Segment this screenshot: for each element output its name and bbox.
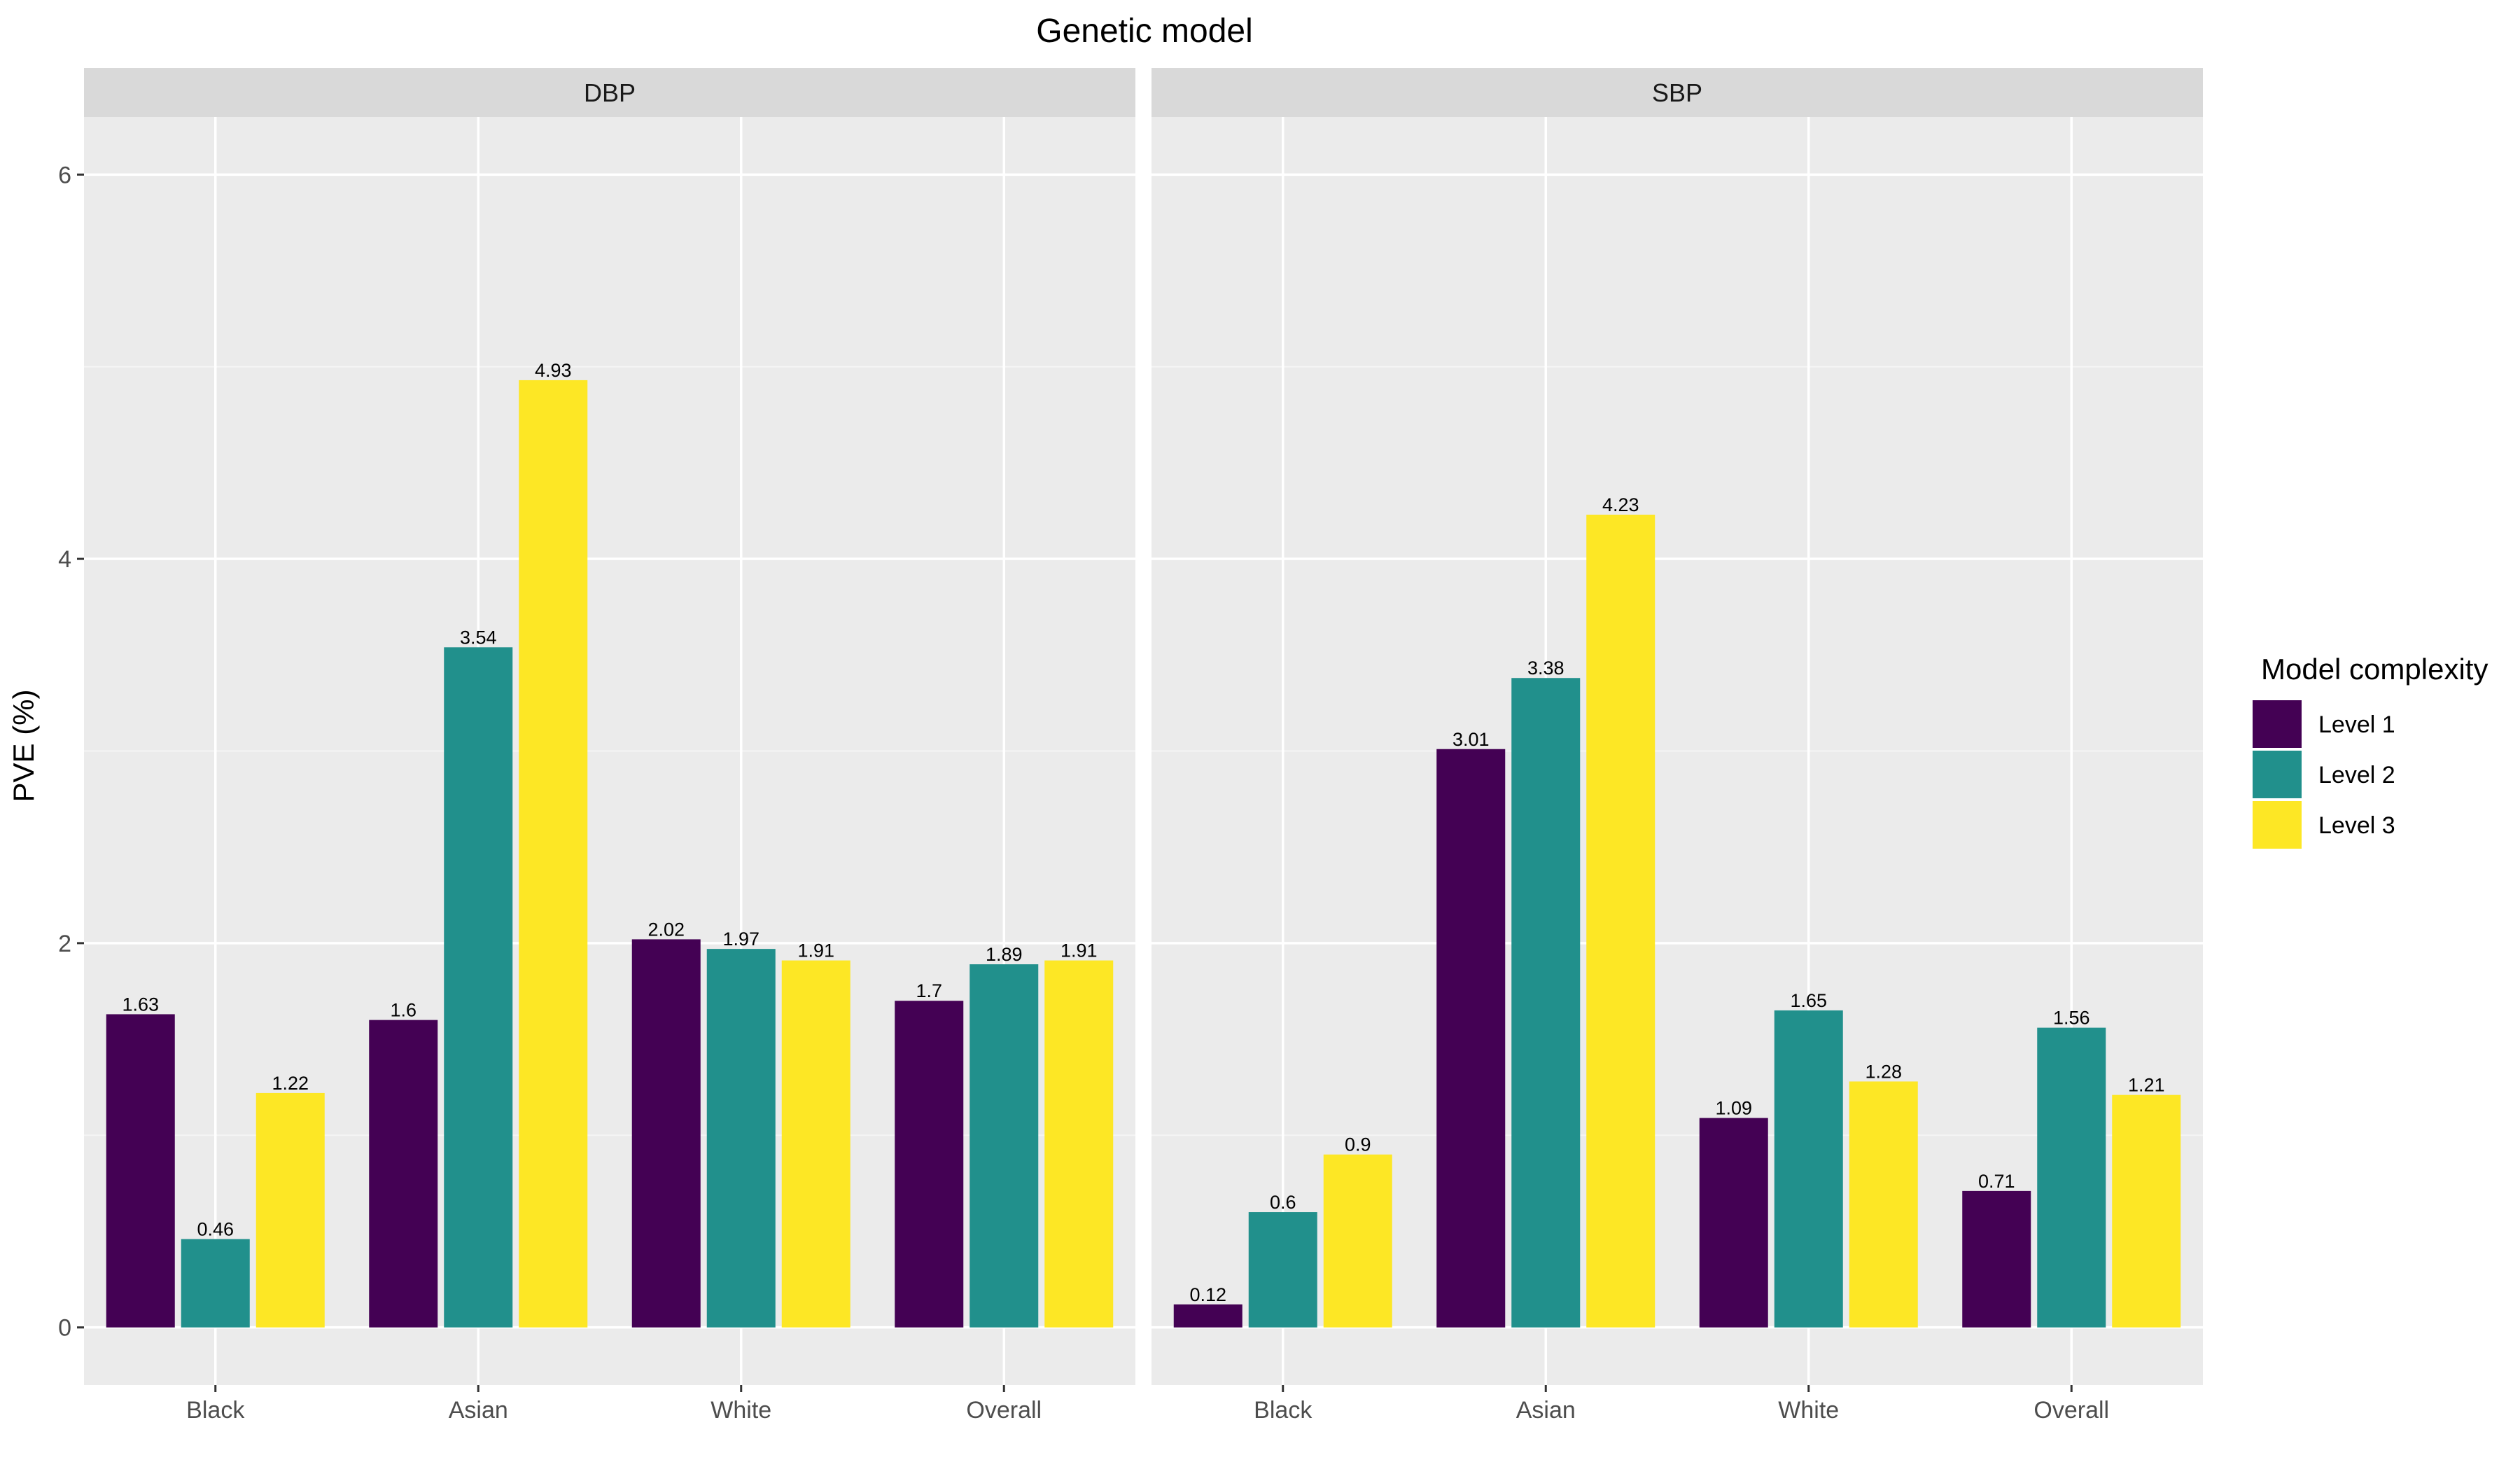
facet-strip (1152, 68, 2203, 117)
data-label: 0.6 (1270, 1192, 1296, 1213)
bar-sbp-asian-level1 (1436, 749, 1506, 1328)
data-label: 0.46 (197, 1218, 234, 1239)
bar-sbp-overall-level3 (2112, 1094, 2181, 1328)
facet-strip-label: SBP (1652, 78, 1702, 107)
bar-dbp-asian-level2 (444, 647, 513, 1328)
data-label: 1.97 (722, 929, 760, 950)
data-label: 1.91 (1060, 940, 1098, 961)
x-tick-label: Asian (449, 1397, 508, 1424)
bar-dbp-black-level1 (106, 1014, 175, 1328)
bar-dbp-overall-level1 (895, 1001, 964, 1328)
data-label: 1.28 (1865, 1061, 1902, 1082)
bar-dbp-asian-level3 (519, 380, 588, 1328)
data-label: 1.7 (916, 980, 942, 1001)
chart-title: Genetic model (1036, 13, 1253, 50)
y-tick-label: 2 (58, 931, 71, 957)
data-label: 3.54 (460, 627, 497, 648)
data-label: 1.56 (2053, 1008, 2090, 1029)
legend-key-level-3 (2253, 801, 2302, 849)
bar-sbp-black-level2 (1248, 1212, 1317, 1328)
legend-label: Level 2 (2318, 762, 2395, 788)
bar-dbp-overall-level3 (1044, 960, 1114, 1328)
bar-sbp-overall-level2 (2037, 1027, 2106, 1328)
data-label: 1.6 (390, 1000, 416, 1021)
x-tick-label: Black (1254, 1397, 1312, 1424)
bar-dbp-overall-level2 (969, 964, 1039, 1328)
data-label: 4.93 (535, 360, 572, 381)
x-tick-label: Overall (966, 1397, 1042, 1424)
data-label: 4.23 (1602, 494, 1639, 515)
bar-sbp-white-level3 (1849, 1081, 1918, 1328)
legend-key-level-1 (2253, 700, 2302, 748)
data-label: 1.21 (2128, 1075, 2165, 1096)
bar-sbp-white-level2 (1774, 1010, 1843, 1328)
bar-sbp-asian-level2 (1511, 678, 1581, 1328)
data-label: 0.71 (1978, 1171, 2015, 1192)
facet-strip (84, 68, 1135, 117)
bar-sbp-white-level1 (1699, 1118, 1768, 1328)
data-label: 1.09 (1715, 1098, 1752, 1119)
panel-dbp: DBP 1.63 1.6 2.02 1.7 0.46 3.54 1.97 1.89 1.22 4.9… (84, 68, 1135, 1424)
data-label: 3.01 (1452, 729, 1490, 750)
bar-dbp-white-level2 (706, 949, 776, 1328)
data-label: 1.22 (272, 1073, 309, 1094)
data-label: 1.63 (122, 994, 159, 1015)
legend: Model complexity Level 1 Level 2 Level 3 (2253, 653, 2488, 849)
legend-label: Level 1 (2318, 711, 2395, 738)
bar-dbp-black-level2 (181, 1239, 250, 1328)
x-tick-label: Overall (2033, 1397, 2109, 1424)
data-label: 1.65 (1790, 990, 1827, 1011)
data-label: 0.9 (1345, 1134, 1371, 1155)
legend-key-level-2 (2253, 751, 2302, 798)
bar-dbp-black-level3 (255, 1092, 325, 1328)
panel-sbp: SBP 0.12 3.01 1.09 0.71 0.6 3.38 1.65 1.56 0.9 4.2… (1152, 68, 2203, 1424)
data-label: 0.12 (1189, 1284, 1226, 1305)
bar-sbp-black-level1 (1173, 1304, 1242, 1328)
legend-title: Model complexity (2261, 653, 2488, 686)
bar-dbp-white-level1 (631, 939, 701, 1328)
legend-items: Level 1 Level 2 Level 3 (2253, 700, 2395, 849)
bar-dbp-asian-level1 (369, 1020, 438, 1328)
data-label: 3.38 (1527, 658, 1564, 679)
data-label: 2.02 (648, 919, 685, 940)
bar-sbp-black-level3 (1323, 1154, 1392, 1328)
bar-dbp-white-level3 (781, 960, 850, 1328)
x-tick-label: White (710, 1397, 771, 1424)
y-tick-label: 4 (58, 546, 71, 573)
y-tick-label: 6 (58, 162, 71, 188)
bar-sbp-asian-level3 (1586, 514, 1656, 1328)
panels-group: DBP 1.63 1.6 2.02 1.7 0.46 3.54 1.97 1.89 1.22 4.9… (58, 68, 2203, 1424)
y-tick-label: 0 (58, 1315, 71, 1342)
x-tick-label: Asian (1516, 1397, 1576, 1424)
x-tick-label: Black (186, 1397, 245, 1424)
x-tick-label: White (1778, 1397, 1839, 1424)
data-label: 1.91 (797, 940, 834, 961)
y-axis-label: PVE (%) (7, 689, 40, 802)
legend-label: Level 3 (2318, 812, 2395, 839)
data-label: 1.89 (986, 944, 1023, 965)
facet-strip-label: DBP (584, 78, 636, 107)
bar-sbp-overall-level1 (1962, 1190, 2031, 1328)
